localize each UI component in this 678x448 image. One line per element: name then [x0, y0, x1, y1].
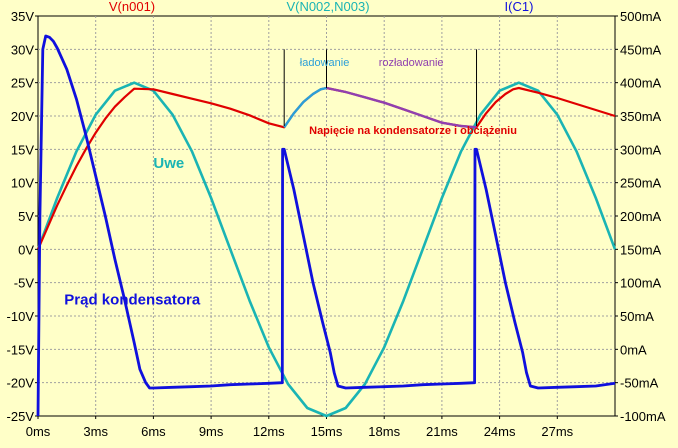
- y-left-tick-label: -15V: [7, 342, 35, 357]
- x-tick-label: 9ms: [199, 424, 224, 439]
- y-left-tick-label: 10V: [11, 176, 34, 191]
- x-tick-label: 27ms: [541, 424, 573, 439]
- x-tick-label: 12ms: [253, 424, 285, 439]
- x-tick-label: 18ms: [368, 424, 400, 439]
- annotation-capacitor-voltage: Napięcie na kondensatorze i obciążeniu: [309, 125, 517, 137]
- y-right-tick-label: 100mA: [620, 276, 662, 291]
- y-right-tick-label: 50mA: [620, 309, 654, 324]
- y-left-tick-label: -5V: [14, 276, 35, 291]
- discharge-segment: [326, 86, 477, 129]
- y-right-tick-label: 400mA: [620, 76, 662, 91]
- legend-entry: V(N002,N003): [286, 0, 369, 14]
- legend-entry: I(C1): [505, 0, 534, 14]
- y-right-tick-label: 300mA: [620, 142, 662, 157]
- y-left-tick-label: 15V: [11, 142, 34, 157]
- charge-segment: [283, 86, 327, 128]
- annotation-charging: ładowanie: [300, 57, 350, 69]
- y-right-tick-label: 450mA: [620, 42, 662, 57]
- y-left-tick-label: 20V: [11, 109, 34, 124]
- legend-entry: V(n001): [109, 0, 155, 14]
- y-right-tick-label: 0mA: [620, 342, 647, 357]
- y-left-tick-label: 5V: [18, 209, 34, 224]
- y-left-tick-label: 30V: [11, 42, 34, 57]
- y-right-tick-label: 250mA: [620, 176, 662, 191]
- y-left-tick-label: 35V: [11, 9, 34, 24]
- annotation-capacitor-current: Prąd kondensatora: [64, 292, 201, 309]
- y-right-tick-label: -50mA: [620, 376, 659, 391]
- y-left-tick-label: 0V: [18, 242, 34, 257]
- y-right-tick-label: 150mA: [620, 242, 662, 257]
- x-tick-label: 6ms: [141, 424, 166, 439]
- y-right-tick-label: -100mA: [620, 409, 666, 424]
- x-tick-label: 21ms: [426, 424, 458, 439]
- annotation-discharging: rozładowanie: [379, 57, 444, 69]
- y-right-tick-label: 500mA: [620, 9, 662, 24]
- y-left-tick-label: 25V: [11, 76, 34, 91]
- y-right-tick-label: 350mA: [620, 109, 662, 124]
- annotation-uwe: Uwe: [153, 155, 184, 172]
- y-left-tick-label: -20V: [7, 376, 35, 391]
- x-tick-label: 0ms: [26, 424, 51, 439]
- series-line-uwe: [36, 81, 617, 418]
- x-tick-label: 3ms: [83, 424, 108, 439]
- x-tick-label: 15ms: [311, 424, 343, 439]
- series-line-ic1: [36, 34, 616, 417]
- x-tick-label: 24ms: [484, 424, 516, 439]
- y-left-tick-label: -25V: [7, 409, 35, 424]
- y-left-tick-label: -10V: [7, 309, 35, 324]
- y-right-tick-label: 200mA: [620, 209, 662, 224]
